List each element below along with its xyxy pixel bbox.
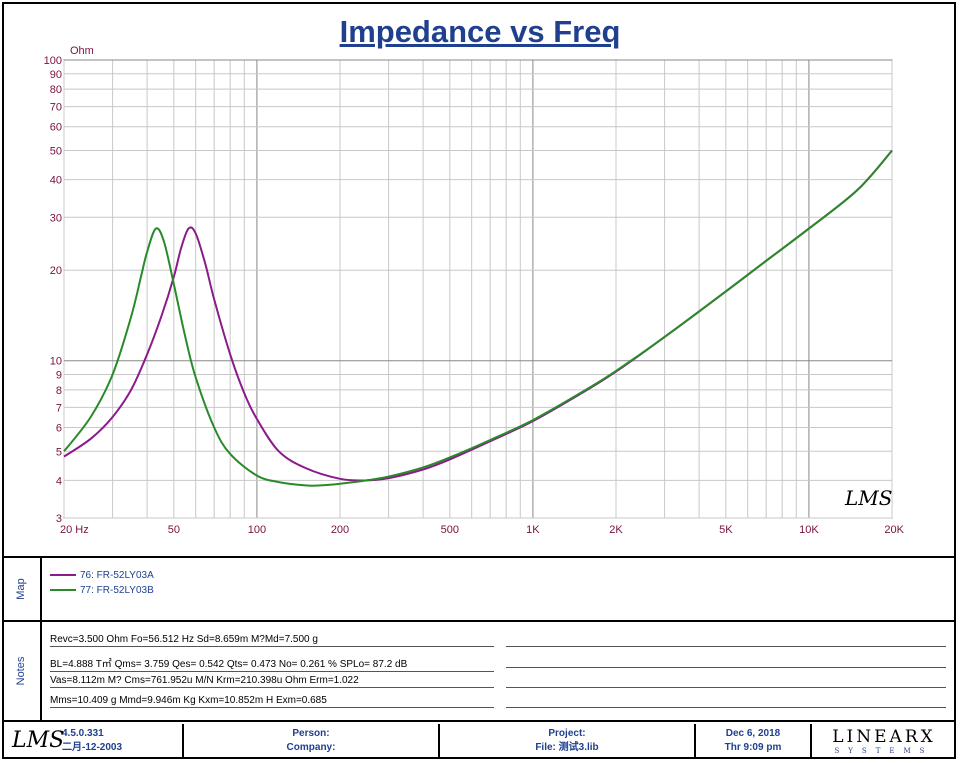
note-line-2: BL=4.888 T㎡ Qms= 3.759 Qes= 0.542 Qts= 0…	[50, 655, 494, 672]
brand-name: LINEARX	[832, 727, 936, 747]
footer-file-label: File: 测试3.lib	[535, 742, 599, 753]
y-tick-label: 9	[56, 370, 62, 382]
x-tick-label: 500	[441, 524, 459, 536]
note-blank-line-2	[506, 667, 946, 668]
y-tick-label: 5	[56, 446, 62, 458]
y-tick-label: 6	[56, 422, 62, 434]
y-axis-label: Ohm	[70, 45, 94, 57]
note-blank-line-4	[506, 707, 946, 708]
note-line-3: Vas=8.112m M? Cms=761.952u M/N Krm=210.3…	[50, 675, 494, 688]
series-curves	[63, 149, 893, 487]
x-tick-label: 20 Hz	[60, 524, 89, 536]
y-tick-label: 8	[56, 385, 62, 397]
footer-date: Dec 6, 2018	[725, 728, 781, 739]
legend-swatch-a	[50, 574, 76, 577]
footer-person-label: Person:	[292, 728, 330, 739]
y-tick-label: 80	[50, 84, 62, 96]
footer-lms-logo: LMS	[12, 728, 65, 753]
x-tick-label: 5K	[719, 524, 733, 536]
y-tick-label: 4	[56, 475, 62, 487]
note-blank-line-3	[506, 687, 946, 688]
notes-divider-top	[2, 620, 956, 622]
legend-entry-a: 76: FR-52LY03A	[50, 570, 154, 581]
footer-project-cell: Project: File: 测试3.lib	[440, 724, 696, 759]
x-tick-label: 20K	[884, 524, 904, 536]
y-tick-label: 60	[50, 122, 62, 134]
brand-sub: SYSTEMS	[834, 747, 934, 755]
footer-time: Thr 9:09 pm	[724, 742, 782, 753]
y-tick-label: 3	[56, 513, 62, 525]
note-blank-line-1	[506, 646, 946, 647]
x-tick-label: 1K	[526, 524, 540, 536]
footer-build-date: 二月-12-2003	[62, 742, 123, 753]
lms-watermark: LMS	[844, 486, 892, 510]
y-tick-label: 7	[56, 402, 62, 414]
x-tick-label: 100	[248, 524, 266, 536]
grid-lines	[63, 59, 893, 519]
note-line-4: Mms=10.409 g Mmd=9.946m Kg Kxm=10.852m H…	[50, 695, 494, 708]
footer-version-cell: 4.5.0.331 二月-12-2003	[2, 724, 184, 759]
series-line-b	[63, 149, 893, 487]
footer-company-label: Company:	[286, 742, 336, 753]
y-tick-label: 50	[50, 146, 62, 158]
footer-date-cell: Dec 6, 2018 Thr 9:09 pm	[696, 724, 812, 759]
y-tick-label: 30	[50, 212, 62, 224]
footer-divider-top	[2, 720, 956, 722]
linearx-logo: LINEARX SYSTEMS	[812, 724, 956, 755]
x-tick-label: 10K	[799, 524, 819, 536]
y-tick-label: 40	[50, 175, 62, 187]
x-tick-labels: 20 Hz 50 100 200 500 1K 2K 5K 10K 20K	[60, 524, 905, 536]
legend-swatch-b	[50, 589, 76, 592]
y-tick-labels: 3 4 5 6 7 8 9 10 20 30 40 50 60 70 80 90 100	[44, 55, 62, 525]
y-tick-label: 20	[50, 265, 62, 277]
footer-person-cell: Person: Company:	[184, 724, 440, 759]
legend-entry-b: 77: FR-52LY03B	[50, 585, 154, 596]
notes-section-label: Notes	[2, 622, 42, 720]
plot-area	[63, 59, 893, 519]
x-tick-label: 50	[168, 524, 180, 536]
map-divider-top	[2, 556, 956, 558]
x-tick-label: 2K	[609, 524, 623, 536]
footer-version: 4.5.0.331	[62, 728, 104, 739]
y-tick-label: 70	[50, 102, 62, 114]
y-tick-label: 100	[44, 55, 62, 67]
impedance-chart: 20 Hz 50 100 200 500 1K 2K 5K 10K 20K 3 4 5 6 7 8 9 10 20…	[44, 45, 905, 536]
note-line-1: Revc=3.500 Ohm Fo=56.512 Hz Sd=8.659m M?…	[50, 634, 494, 647]
map-section-label: Map	[2, 558, 42, 620]
y-tick-label: 10	[50, 356, 62, 368]
y-tick-label: 90	[50, 69, 62, 81]
chart-title: Impedance vs Freq	[339, 14, 621, 49]
x-tick-label: 200	[331, 524, 349, 536]
footer-project-label: Project:	[548, 728, 586, 739]
